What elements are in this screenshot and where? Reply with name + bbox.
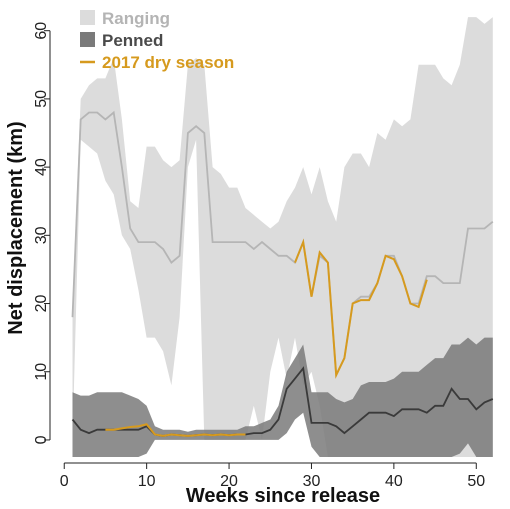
confidence-bands (72, 17, 493, 457)
y-tick-label: 60 (33, 22, 50, 40)
y-tick-label: 40 (33, 158, 50, 176)
ranging-band (72, 17, 493, 457)
y-tick-label: 50 (33, 90, 50, 108)
legend-label-ranging: Ranging (102, 9, 170, 28)
axes: 0 10 20 30 40 50 0 10 20 30 40 50 60 (33, 22, 485, 490)
y-tick-label: 0 (33, 435, 50, 444)
y-axis-title: Net displacement (km) (5, 121, 27, 334)
legend-swatch-ranging (80, 10, 95, 25)
x-tick-label: 10 (138, 473, 156, 490)
penned-band (72, 337, 493, 457)
y-tick-label: 20 (33, 295, 50, 313)
y-tick-label: 10 (33, 363, 50, 381)
legend-label-penned: Penned (102, 31, 163, 50)
x-tick-label: 50 (467, 473, 485, 490)
y-tick-label: 30 (33, 226, 50, 244)
x-tick-label: 20 (220, 473, 238, 490)
x-axis-title: Weeks since release (186, 485, 380, 507)
penned-mean-line (71, 366, 494, 437)
x-tick-label: 30 (303, 473, 321, 490)
dry-season-line-2 (294, 238, 428, 379)
legend-label-dry: 2017 dry season (102, 53, 234, 72)
legend: Ranging Penned 2017 dry season (80, 9, 234, 72)
x-tick-label: 0 (60, 473, 69, 490)
x-tick-label: 40 (385, 473, 403, 490)
legend-swatch-penned (80, 32, 95, 47)
dry-season-line-1 (105, 423, 246, 437)
series-lines (71, 110, 494, 437)
